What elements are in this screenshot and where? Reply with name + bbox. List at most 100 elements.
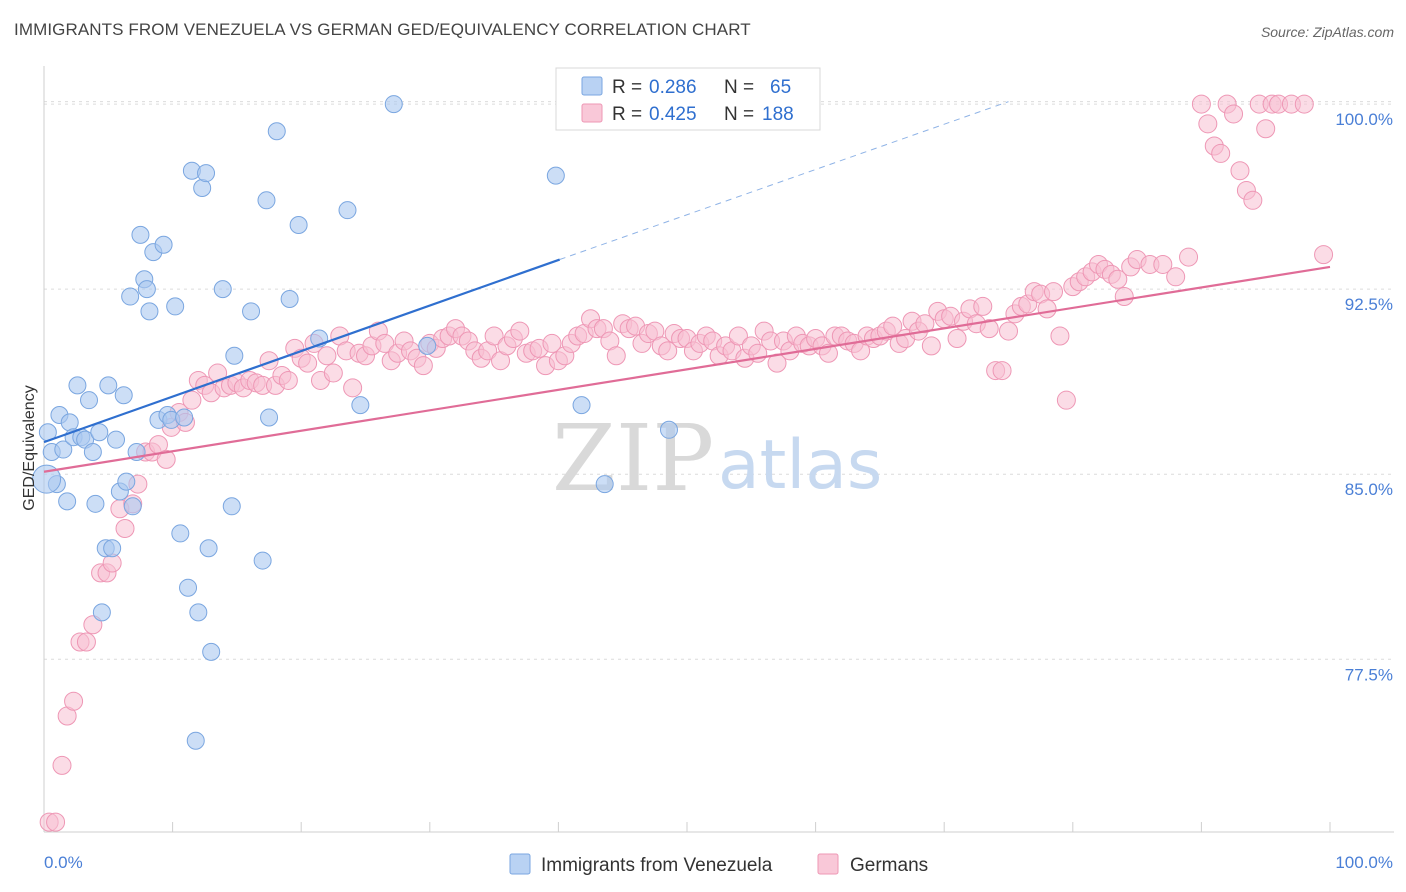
germans-point xyxy=(1224,104,1244,124)
germans-point xyxy=(1056,390,1076,410)
watermark-atlas: atlas xyxy=(718,426,882,505)
germans-point xyxy=(728,326,748,346)
venezuela-point xyxy=(179,578,198,597)
venezuela-point xyxy=(103,539,122,558)
correlation-legend: R = 0.286 N = 65 R = 0.425 N = 188 xyxy=(555,67,821,131)
y-axis-label: GED/Equivalency xyxy=(21,385,38,510)
germans-point xyxy=(1050,326,1070,346)
y-tick-labels: 77.5% 85.0% 92.5% 100.0% xyxy=(1335,110,1393,684)
germans-point xyxy=(298,353,318,373)
germans-point xyxy=(83,615,103,635)
germans-point xyxy=(484,326,504,346)
germans-point xyxy=(1294,94,1314,114)
venezuela-point xyxy=(202,642,221,661)
germans-point xyxy=(1198,114,1218,134)
legend-swatch-venezuela xyxy=(581,76,603,96)
germans-point xyxy=(156,449,176,469)
venezuela-point xyxy=(32,464,62,494)
germans-point xyxy=(76,632,96,652)
germans-point xyxy=(606,346,626,366)
legend-label-germans: Germans xyxy=(850,855,928,876)
watermark: ZIP atlas xyxy=(552,405,882,512)
germans-point xyxy=(818,343,838,363)
germans-trend-line xyxy=(43,265,1331,473)
germans-point xyxy=(413,356,433,376)
venezuela-point xyxy=(83,443,102,461)
y-tick-label: 77.5% xyxy=(1345,665,1393,684)
germans-point xyxy=(115,518,135,538)
legend-n-value-2: 188 xyxy=(762,104,794,125)
venezuela-point xyxy=(131,225,150,244)
series-legend: Immigrants from Venezuela Germans xyxy=(509,853,928,876)
venezuela-point xyxy=(117,472,136,491)
legend-r-label-2: R = xyxy=(612,104,642,125)
venezuela-point xyxy=(659,420,678,439)
venezuela-point xyxy=(154,235,173,254)
venezuela-point xyxy=(123,497,142,516)
y-tick-label: 85.0% xyxy=(1345,480,1393,499)
venezuela-point xyxy=(189,603,208,622)
x-tick-label: 100.0% xyxy=(1335,853,1393,872)
germans-point xyxy=(1243,190,1263,210)
legend-swatch-germans xyxy=(581,103,603,123)
germans-point xyxy=(1314,245,1334,265)
legend-r-value-2: 0.425 xyxy=(649,104,697,125)
germans-point xyxy=(52,755,72,775)
germans-point xyxy=(1179,247,1199,267)
legend-n-value-1: 65 xyxy=(770,77,791,98)
germans-point xyxy=(542,333,562,353)
germans-point xyxy=(1114,287,1134,307)
chart-title: IMMIGRANTS FROM VENEZUELA VS GERMAN GED/… xyxy=(14,20,751,39)
venezuela-point xyxy=(199,539,218,558)
venezuela-point xyxy=(86,494,105,513)
venezuela-point xyxy=(107,430,126,449)
venezuela-point xyxy=(595,475,614,494)
venezuela-point xyxy=(68,376,87,395)
germans-point xyxy=(915,314,935,334)
germans-points xyxy=(39,94,1334,832)
venezuela-point xyxy=(253,551,272,570)
germans-point xyxy=(947,328,967,348)
germans-point xyxy=(921,336,941,356)
germans-point xyxy=(1153,254,1173,274)
venezuela-point xyxy=(175,408,194,427)
germans-point xyxy=(182,390,202,410)
germans-point xyxy=(1108,269,1128,289)
x-tick-label: 0.0% xyxy=(44,853,83,872)
venezuela-point xyxy=(137,280,156,299)
venezuela-point xyxy=(384,95,403,114)
germans-point xyxy=(317,346,337,366)
venezuela-point xyxy=(92,603,111,622)
germans-point xyxy=(1037,299,1057,319)
venezuela-point xyxy=(193,178,212,197)
venezuela-point xyxy=(60,413,79,432)
venezuela-trend-extension xyxy=(559,101,1009,261)
germans-point xyxy=(510,321,530,341)
germans-point xyxy=(323,363,343,383)
venezuela-point xyxy=(289,215,308,234)
trend-lines xyxy=(43,101,1331,473)
germans-point xyxy=(1044,282,1064,302)
legend-n-label-1: N = xyxy=(724,77,754,98)
venezuela-point xyxy=(99,376,118,395)
germans-point xyxy=(1211,143,1231,163)
venezuela-point xyxy=(90,423,109,442)
venezuela-point xyxy=(280,290,299,309)
venezuela-point xyxy=(546,166,565,185)
venezuela-point xyxy=(351,396,370,415)
venezuela-point xyxy=(58,492,77,511)
legend-swatch-germans-bottom xyxy=(817,853,839,875)
venezuela-point xyxy=(267,122,286,141)
venezuela-points xyxy=(32,95,678,750)
venezuela-point xyxy=(213,280,232,299)
venezuela-point xyxy=(171,524,190,543)
legend-r-label-1: R = xyxy=(612,77,642,98)
venezuela-point xyxy=(166,297,185,316)
venezuela-trend-line xyxy=(43,258,561,444)
venezuela-point xyxy=(121,287,140,306)
chart-source: Source: ZipAtlas.com xyxy=(1260,24,1394,40)
legend-swatch-venezuela-bottom xyxy=(509,853,531,875)
germans-point xyxy=(883,316,903,336)
venezuela-point xyxy=(418,336,437,355)
